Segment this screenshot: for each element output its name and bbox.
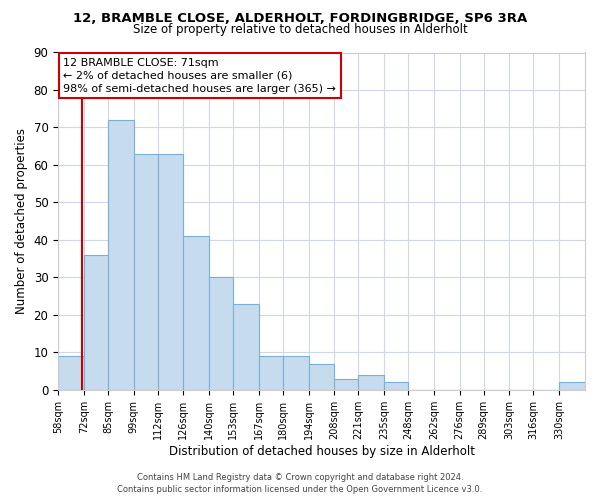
Bar: [209, 278, 233, 390]
Bar: [134, 154, 158, 390]
Bar: [308, 364, 334, 390]
Text: Size of property relative to detached houses in Alderholt: Size of property relative to detached ho…: [133, 24, 467, 36]
Bar: [283, 356, 308, 390]
Y-axis label: Number of detached properties: Number of detached properties: [15, 128, 28, 314]
Bar: [58, 356, 84, 390]
Text: 12 BRAMBLE CLOSE: 71sqm
← 2% of detached houses are smaller (6)
98% of semi-deta: 12 BRAMBLE CLOSE: 71sqm ← 2% of detached…: [64, 58, 336, 94]
Bar: [259, 356, 283, 390]
Bar: [559, 382, 585, 390]
Bar: [84, 255, 108, 390]
Bar: [334, 378, 358, 390]
Bar: [384, 382, 408, 390]
Text: Contains HM Land Registry data © Crown copyright and database right 2024.
Contai: Contains HM Land Registry data © Crown c…: [118, 472, 482, 494]
Bar: [158, 154, 184, 390]
X-axis label: Distribution of detached houses by size in Alderholt: Distribution of detached houses by size …: [169, 444, 475, 458]
Bar: [233, 304, 259, 390]
Bar: [184, 236, 209, 390]
Text: 12, BRAMBLE CLOSE, ALDERHOLT, FORDINGBRIDGE, SP6 3RA: 12, BRAMBLE CLOSE, ALDERHOLT, FORDINGBRI…: [73, 12, 527, 26]
Bar: [108, 120, 134, 390]
Bar: [358, 375, 384, 390]
